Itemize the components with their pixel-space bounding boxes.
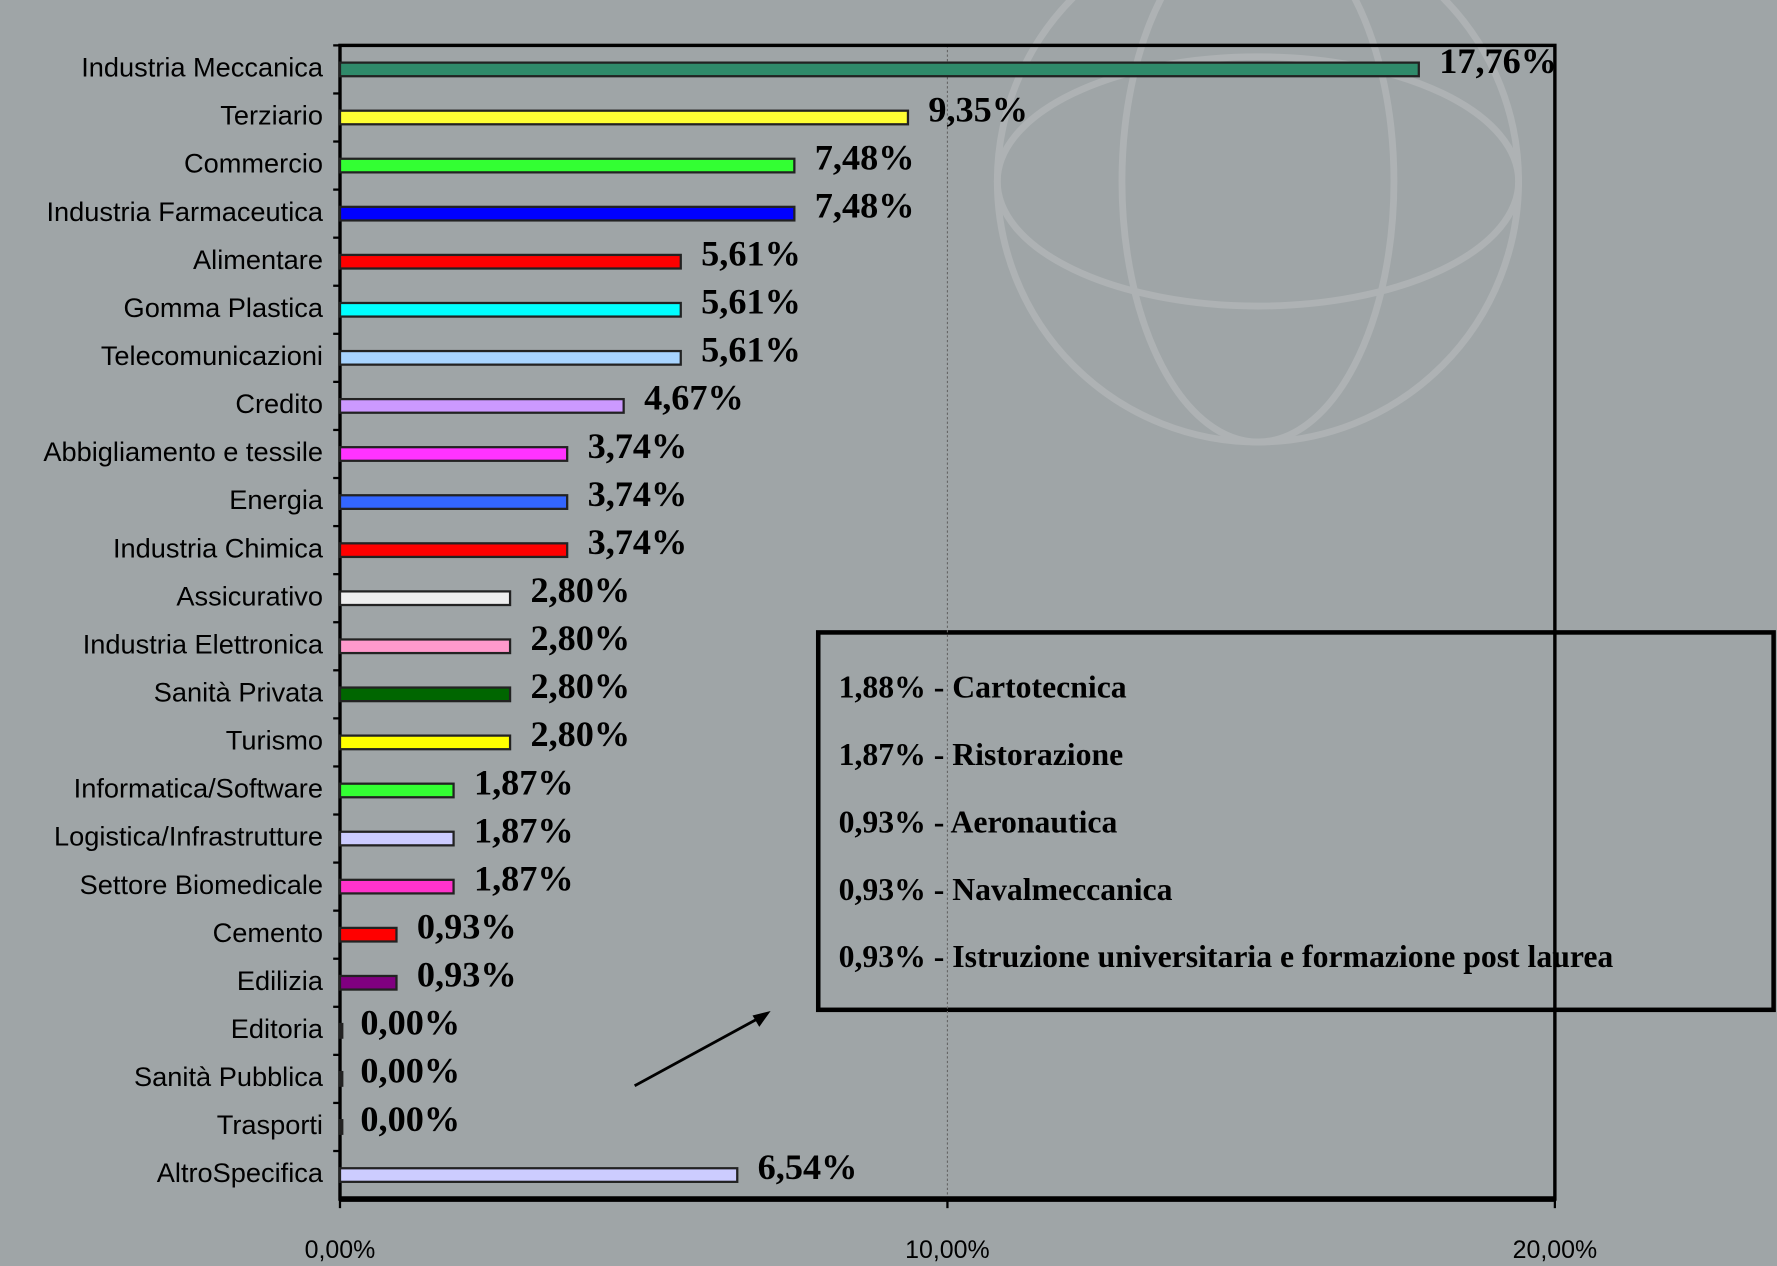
note-line: 1,88% - Cartotecnica bbox=[839, 670, 1127, 705]
bar bbox=[338, 1070, 344, 1087]
y-tick-label: Industria Meccanica bbox=[81, 52, 324, 83]
value-label: 2,80% bbox=[530, 618, 630, 658]
bar bbox=[338, 205, 796, 222]
bar bbox=[338, 734, 512, 751]
x-tick-label: 20,00% bbox=[1513, 1236, 1598, 1264]
y-tick-label: Telecomunicazioni bbox=[101, 340, 323, 371]
value-label: 2,80% bbox=[530, 666, 630, 706]
bar bbox=[338, 638, 512, 655]
y-tick-label: Terziario bbox=[220, 100, 323, 131]
value-label: 1,87% bbox=[474, 810, 574, 850]
y-tick-label: Editoria bbox=[231, 1013, 324, 1044]
y-tick-label: Assicurativo bbox=[176, 580, 323, 611]
y-tick-label: Abbigliamento e tessile bbox=[43, 436, 323, 467]
bar bbox=[338, 878, 455, 895]
y-tick-label: Credito bbox=[235, 388, 323, 419]
bar bbox=[338, 397, 625, 414]
bar bbox=[338, 1119, 344, 1135]
bar bbox=[338, 349, 682, 366]
value-label: 9,35% bbox=[928, 89, 1028, 129]
arrow bbox=[633, 1015, 763, 1087]
x-tick-label: 0,00% bbox=[305, 1236, 376, 1264]
bar bbox=[338, 253, 682, 270]
note-line: 0,93% - Navalmeccanica bbox=[839, 872, 1173, 907]
value-label: 0,93% bbox=[417, 906, 517, 946]
y-tick-label: Edilizia bbox=[237, 965, 324, 996]
value-label: 3,74% bbox=[588, 474, 688, 514]
bar bbox=[338, 494, 569, 510]
bar bbox=[338, 542, 569, 559]
bar bbox=[338, 157, 796, 174]
note-line: 0,93% - Istruzione universitaria e forma… bbox=[839, 939, 1614, 974]
value-label: 3,74% bbox=[588, 426, 688, 466]
y-tick-label: Industria Chimica bbox=[113, 532, 324, 563]
y-tick-label: Turismo bbox=[226, 725, 323, 756]
y-tick-label: Informatica/Software bbox=[74, 773, 323, 804]
value-label: 7,48% bbox=[815, 137, 915, 177]
bar bbox=[338, 782, 455, 799]
value-label: 1,87% bbox=[474, 762, 574, 802]
y-tick-label: Logistica/Infrastrutture bbox=[54, 821, 323, 852]
y-tick-label: Trasporti bbox=[217, 1109, 323, 1140]
value-label: 5,61% bbox=[701, 330, 801, 370]
arrow-head bbox=[752, 1010, 771, 1027]
bar bbox=[338, 590, 512, 607]
y-tick-label: Gomma Plastica bbox=[124, 292, 324, 323]
value-label: 0,00% bbox=[360, 1003, 460, 1043]
bar bbox=[338, 1022, 344, 1039]
bar bbox=[338, 974, 398, 991]
value-label: 0,00% bbox=[360, 1051, 460, 1091]
y-tick-label: AltroSpecifica bbox=[157, 1157, 324, 1188]
background-globe bbox=[993, 0, 1523, 446]
value-label: 6,54% bbox=[758, 1147, 858, 1187]
y-tick-label: Sanità Privata bbox=[154, 677, 324, 708]
y-tick-label: Sanità Pubblica bbox=[134, 1061, 324, 1092]
value-label: 2,80% bbox=[530, 570, 630, 610]
bar bbox=[338, 109, 910, 126]
y-tick-label: Alimentare bbox=[193, 244, 323, 275]
bar bbox=[338, 61, 1420, 78]
y-tick-label: Industria Farmaceutica bbox=[46, 196, 323, 227]
note-box bbox=[815, 630, 1776, 1013]
y-tick-label: Commercio bbox=[184, 148, 323, 179]
bar bbox=[338, 446, 569, 462]
y-tick-label: Industria Elettronica bbox=[83, 628, 324, 659]
value-label: 4,67% bbox=[644, 378, 744, 418]
value-label: 3,74% bbox=[588, 522, 688, 562]
bar bbox=[338, 926, 398, 943]
x-tick-label: 10,00% bbox=[905, 1236, 990, 1264]
value-label: 0,93% bbox=[417, 955, 517, 995]
note-line: 1,87% - Ristorazione bbox=[839, 737, 1124, 772]
bar bbox=[338, 686, 512, 703]
bar bbox=[338, 830, 455, 847]
bar bbox=[338, 301, 682, 318]
y-tick-label: Settore Biomedicale bbox=[80, 869, 323, 900]
bar bbox=[338, 1167, 739, 1183]
value-label: 17,76% bbox=[1439, 41, 1557, 81]
value-label: 5,61% bbox=[701, 282, 801, 322]
value-label: 2,80% bbox=[530, 714, 630, 754]
value-label: 5,61% bbox=[701, 234, 801, 274]
y-tick-label: Cemento bbox=[213, 917, 323, 948]
y-tick-label: Energia bbox=[229, 484, 324, 515]
value-label: 0,00% bbox=[360, 1099, 460, 1139]
value-label: 7,48% bbox=[815, 185, 915, 225]
note-line: 0,93% - Aeronautica bbox=[839, 804, 1118, 839]
value-label: 1,87% bbox=[474, 858, 574, 898]
